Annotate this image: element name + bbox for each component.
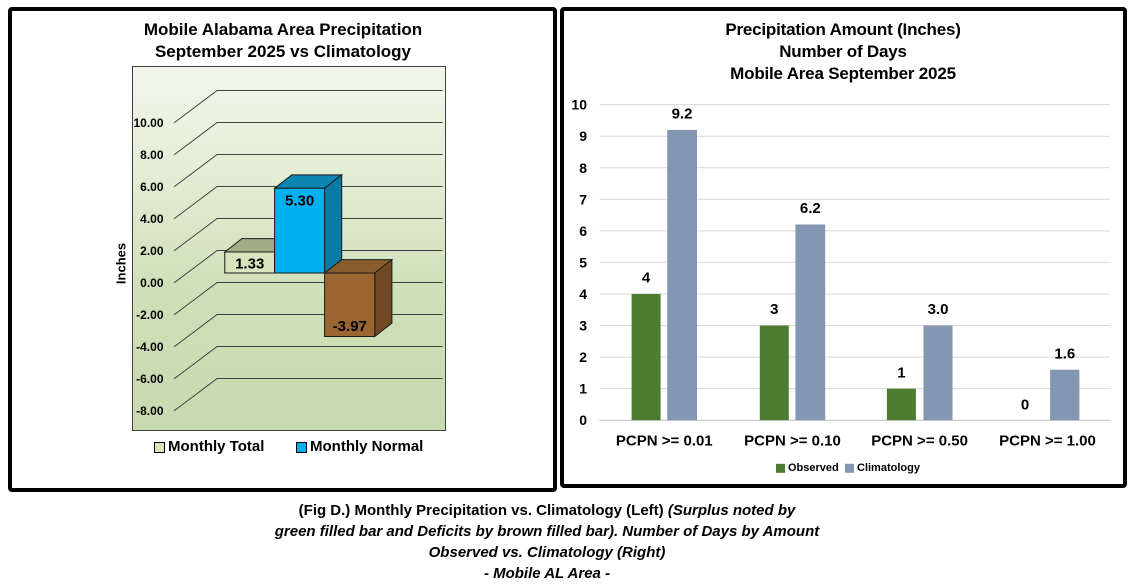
svg-text:0.00: 0.00 xyxy=(140,276,164,290)
svg-text:1: 1 xyxy=(897,364,905,381)
svg-text:8.00: 8.00 xyxy=(140,148,164,162)
svg-text:4: 4 xyxy=(642,270,651,287)
svg-text:-4.00: -4.00 xyxy=(136,340,164,354)
svg-text:4: 4 xyxy=(579,286,587,302)
svg-text:0: 0 xyxy=(579,412,587,428)
svg-text:10.00: 10.00 xyxy=(133,116,163,130)
svg-text:-2.00: -2.00 xyxy=(136,308,164,322)
svg-text:1.33: 1.33 xyxy=(235,256,264,273)
svg-text:5: 5 xyxy=(579,254,587,270)
svg-text:7: 7 xyxy=(579,191,587,207)
svg-text:9.2: 9.2 xyxy=(672,106,693,123)
svg-text:3: 3 xyxy=(579,318,587,334)
svg-text:1: 1 xyxy=(579,381,587,397)
svg-text:-3.97: -3.97 xyxy=(333,318,367,335)
svg-text:PCPN >= 0.10: PCPN >= 0.10 xyxy=(744,433,841,450)
svg-text:6: 6 xyxy=(579,223,587,239)
svg-text:Climatology: Climatology xyxy=(857,462,921,474)
svg-text:Observed: Observed xyxy=(788,462,839,474)
svg-text:9: 9 xyxy=(579,128,587,144)
svg-text:10: 10 xyxy=(571,97,587,113)
svg-text:-8.00: -8.00 xyxy=(136,404,164,418)
svg-text:3: 3 xyxy=(770,301,778,318)
svg-text:-6.00: -6.00 xyxy=(136,372,164,386)
svg-text:8: 8 xyxy=(579,160,587,176)
svg-text:0: 0 xyxy=(1021,396,1029,413)
svg-text:3.0: 3.0 xyxy=(928,301,949,318)
svg-text:2.00: 2.00 xyxy=(140,244,164,258)
svg-text:PCPN >= 0.50: PCPN >= 0.50 xyxy=(871,433,968,450)
svg-text:PCPN >= 1.00: PCPN >= 1.00 xyxy=(999,433,1096,450)
svg-text:6.00: 6.00 xyxy=(140,180,164,194)
svg-text:2: 2 xyxy=(579,349,587,365)
svg-text:4.00: 4.00 xyxy=(140,212,164,226)
svg-text:6.2: 6.2 xyxy=(800,200,821,217)
svg-text:1.6: 1.6 xyxy=(1054,345,1075,362)
svg-text:PCPN >= 0.01: PCPN >= 0.01 xyxy=(616,433,713,450)
svg-text:5.30: 5.30 xyxy=(285,193,314,210)
